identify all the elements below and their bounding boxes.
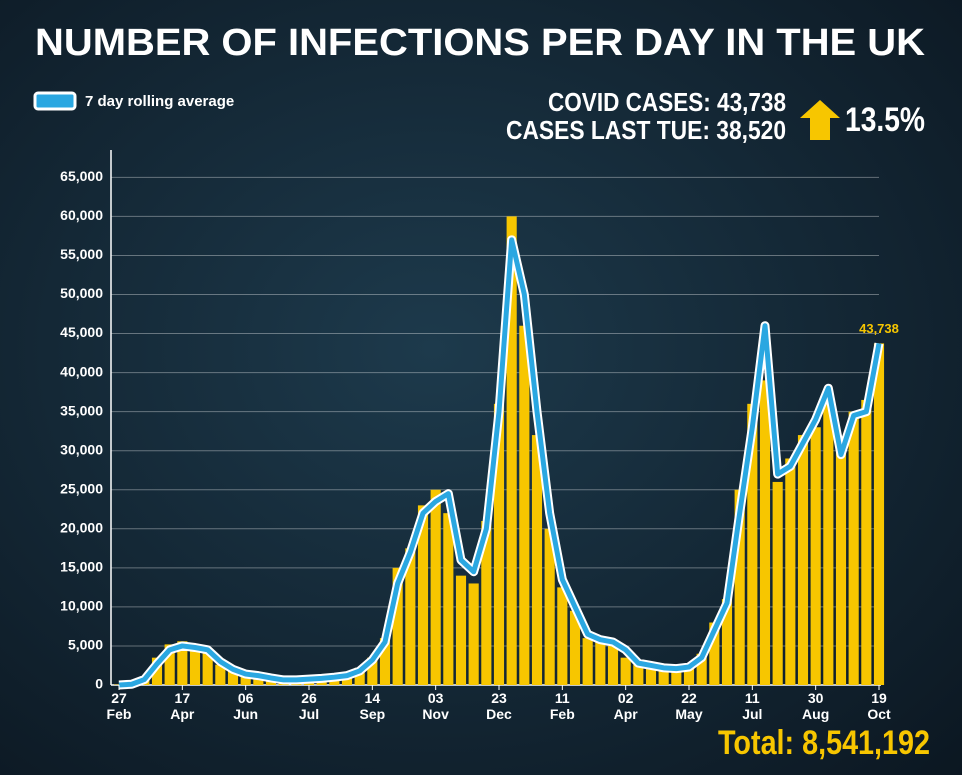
bar	[443, 513, 454, 685]
chart-title: NUMBER OF INFECTIONS PER DAY IN THE UK	[35, 22, 926, 64]
bar	[468, 583, 479, 685]
bar	[785, 458, 796, 685]
y-tick-label: 50,000	[60, 285, 103, 301]
bar	[367, 657, 378, 685]
x-tick-label: 11 Jul	[742, 690, 763, 722]
bar	[430, 489, 441, 685]
bar	[519, 325, 530, 685]
bar	[240, 673, 251, 685]
x-tick-label: 30 Aug	[802, 690, 830, 722]
up-arrow	[800, 100, 840, 140]
bar	[481, 520, 492, 685]
legend-label: 7 day rolling average	[85, 93, 234, 110]
bar	[658, 669, 669, 685]
bar	[379, 638, 391, 685]
bar	[253, 677, 264, 685]
bar	[861, 399, 872, 685]
bar	[709, 622, 720, 685]
x-tick-label: 06 Jun	[233, 690, 259, 722]
x-tick-label: 17 Apr	[170, 690, 195, 722]
x-tick-label: 22 May	[675, 690, 703, 722]
x-tick-label: 27 Feb	[106, 690, 132, 722]
bar	[633, 664, 644, 685]
y-tick-label: 55,000	[60, 246, 103, 262]
x-tick-label: 26 Jul	[298, 690, 320, 722]
x-tick-label: 02 Apr	[613, 690, 638, 722]
value-label: 43,738	[859, 321, 899, 336]
y-tick-label: 35,000	[60, 402, 103, 418]
bar	[747, 403, 758, 685]
total-label: Total: 8,541,192	[718, 724, 930, 762]
y-tick-label: 60,000	[60, 207, 103, 223]
bar	[797, 435, 809, 685]
bar	[189, 649, 201, 685]
bar	[569, 610, 581, 685]
bar	[417, 505, 429, 685]
y-tick-label: 20,000	[60, 519, 103, 535]
x-tick-label: 11 Feb	[549, 690, 575, 722]
bar	[493, 403, 505, 685]
change-label: 13.5%	[845, 101, 925, 139]
bar	[696, 653, 707, 685]
x-tick-label: 14 Sep	[359, 690, 386, 722]
bar	[202, 651, 213, 685]
y-tick-label: 45,000	[60, 324, 103, 340]
bar	[405, 548, 416, 685]
bar	[734, 489, 745, 685]
bar	[227, 670, 239, 685]
bar	[835, 450, 847, 685]
y-tick-label: 15,000	[60, 559, 103, 575]
bar	[455, 575, 467, 685]
bar	[671, 667, 682, 685]
bar	[645, 666, 657, 685]
bar	[215, 664, 226, 685]
bar	[582, 638, 593, 685]
bar	[557, 587, 568, 685]
bar	[772, 481, 783, 685]
bar	[151, 657, 163, 685]
y-tick-label: 0	[95, 676, 103, 692]
bar	[164, 644, 175, 685]
y-tick-label: 25,000	[60, 480, 103, 496]
y-tick-label: 5,000	[68, 637, 103, 653]
y-tick-label: 65,000	[60, 168, 103, 184]
bar	[823, 396, 834, 685]
legend-swatch	[33, 91, 77, 111]
bar	[595, 642, 606, 685]
bar	[759, 380, 771, 685]
bar	[683, 665, 695, 685]
line	[118, 237, 882, 688]
x-tick-label: 03 Nov	[422, 690, 449, 722]
bar	[620, 657, 631, 685]
bar	[354, 667, 365, 685]
y-tick-label: 10,000	[60, 598, 103, 614]
bar	[721, 599, 733, 685]
bar	[873, 343, 885, 685]
x-tick-label: 23 Dec	[486, 690, 512, 722]
last-label: CASES LAST TUE: 38,520	[506, 115, 786, 145]
bar	[531, 435, 543, 685]
cases-label: COVID CASES: 43,738	[548, 87, 786, 117]
bar	[544, 528, 555, 685]
y-tick-label: 30,000	[60, 441, 103, 457]
bar	[177, 641, 188, 685]
bar	[810, 427, 821, 685]
bar	[392, 567, 403, 685]
x-tick-label: 19 Oct	[867, 690, 891, 722]
bar	[848, 411, 859, 685]
y-tick-label: 40,000	[60, 363, 103, 379]
bar	[506, 216, 517, 686]
bar	[607, 645, 619, 685]
